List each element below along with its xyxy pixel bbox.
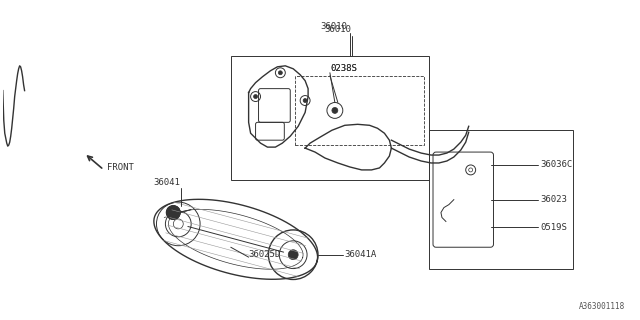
Bar [295,76,424,145]
Bar [429,130,573,269]
Text: 36010: 36010 [324,25,351,34]
Text: 0238S: 0238S [330,64,356,73]
Text: FRONT: FRONT [107,164,134,172]
Text: 0238S: 0238S [330,64,356,73]
Text: 36041: 36041 [154,178,180,187]
Circle shape [332,108,338,113]
Text: A363001118: A363001118 [579,302,625,311]
Circle shape [278,71,282,75]
Text: 36025D: 36025D [248,250,281,259]
Circle shape [166,206,180,220]
Text: 36023: 36023 [540,195,567,204]
Circle shape [303,99,307,102]
Circle shape [288,250,298,260]
Text: 36010: 36010 [320,22,347,31]
Text: 0519S: 0519S [540,223,567,232]
Text: 36036C: 36036C [540,160,572,170]
Circle shape [253,95,257,99]
Text: 36041A: 36041A [345,250,377,259]
Bar [231,56,429,180]
